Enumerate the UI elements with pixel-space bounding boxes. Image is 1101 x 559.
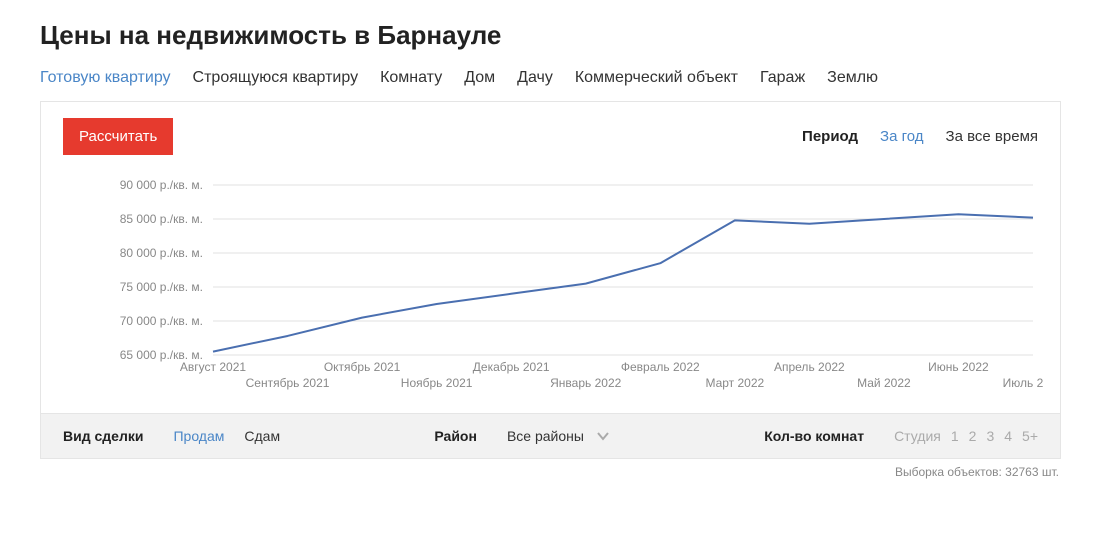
svg-text:Июнь 2022: Июнь 2022 bbox=[928, 360, 989, 374]
chart-panel: Рассчитать Период За год За все время 65 … bbox=[40, 101, 1061, 459]
room-option[interactable]: 4 bbox=[1004, 428, 1012, 444]
page-title: Цены на недвижимость в Барнауле bbox=[40, 20, 1061, 51]
period-option[interactable]: За все время bbox=[946, 128, 1038, 145]
district-dropdown[interactable]: Все районы bbox=[507, 428, 610, 444]
svg-text:Март 2022: Март 2022 bbox=[705, 376, 764, 390]
room-option[interactable]: Студия bbox=[894, 428, 941, 444]
tab-property-type[interactable]: Готовую квартиру bbox=[40, 69, 171, 87]
tab-property-type[interactable]: Коммерческий объект bbox=[575, 69, 738, 87]
tab-property-type[interactable]: Дачу bbox=[517, 69, 553, 87]
svg-text:Октябрь 2021: Октябрь 2021 bbox=[324, 360, 401, 374]
tab-property-type[interactable]: Комнату bbox=[380, 69, 442, 87]
svg-text:80 000 р./кв. м.: 80 000 р./кв. м. bbox=[120, 246, 203, 260]
svg-text:Февраль 2022: Февраль 2022 bbox=[621, 360, 700, 374]
district-value: Все районы bbox=[507, 428, 584, 444]
room-option[interactable]: 5+ bbox=[1022, 428, 1038, 444]
svg-text:75 000 р./кв. м.: 75 000 р./кв. м. bbox=[120, 280, 203, 294]
svg-text:90 000 р./кв. м.: 90 000 р./кв. м. bbox=[120, 178, 203, 192]
room-option[interactable]: 3 bbox=[986, 428, 994, 444]
room-option[interactable]: 1 bbox=[951, 428, 959, 444]
chevron-down-icon bbox=[596, 429, 610, 443]
deal-type-label: Вид сделки bbox=[63, 428, 143, 444]
selection-count: Выборка объектов: 32763 шт. bbox=[40, 465, 1061, 479]
property-type-tabs: Готовую квартиру Строящуюся квартиру Комна… bbox=[40, 69, 1061, 87]
svg-text:Июль 2022: Июль 2022 bbox=[1003, 376, 1043, 390]
svg-text:70 000 р./кв. м.: 70 000 р./кв. м. bbox=[120, 314, 203, 328]
period-label: Период bbox=[802, 128, 858, 145]
chart-container: 65 000 р./кв. м.70 000 р./кв. м.75 000 р… bbox=[41, 155, 1060, 413]
deal-option[interactable]: Сдам bbox=[244, 428, 280, 444]
panel-toolbar: Рассчитать Период За год За все время bbox=[41, 102, 1060, 155]
tab-property-type[interactable]: Землю bbox=[827, 69, 878, 87]
room-option[interactable]: 2 bbox=[969, 428, 977, 444]
price-line-chart: 65 000 р./кв. м.70 000 р./кв. м.75 000 р… bbox=[63, 175, 1043, 403]
svg-text:Январь 2022: Январь 2022 bbox=[550, 376, 621, 390]
svg-text:Май 2022: Май 2022 bbox=[857, 376, 911, 390]
svg-text:Сентябрь 2021: Сентябрь 2021 bbox=[246, 376, 330, 390]
svg-text:Апрель 2022: Апрель 2022 bbox=[774, 360, 845, 374]
filter-bar: Вид сделки Продам Сдам Район Все районы К… bbox=[41, 413, 1060, 458]
tab-property-type[interactable]: Строящуюся квартиру bbox=[193, 69, 359, 87]
svg-text:Ноябрь 2021: Ноябрь 2021 bbox=[401, 376, 473, 390]
svg-text:Август 2021: Август 2021 bbox=[180, 360, 246, 374]
calculate-button[interactable]: Рассчитать bbox=[63, 118, 173, 155]
period-option[interactable]: За год bbox=[880, 128, 923, 145]
price-series-line bbox=[213, 214, 1033, 351]
rooms-label: Кол-во комнат bbox=[764, 428, 864, 444]
period-selector: Период За год За все время bbox=[802, 128, 1038, 145]
tab-property-type[interactable]: Дом bbox=[464, 69, 495, 87]
svg-text:85 000 р./кв. м.: 85 000 р./кв. м. bbox=[120, 212, 203, 226]
tab-property-type[interactable]: Гараж bbox=[760, 69, 805, 87]
deal-option[interactable]: Продам bbox=[173, 428, 224, 444]
district-label: Район bbox=[434, 428, 477, 444]
svg-text:Декабрь 2021: Декабрь 2021 bbox=[473, 360, 550, 374]
